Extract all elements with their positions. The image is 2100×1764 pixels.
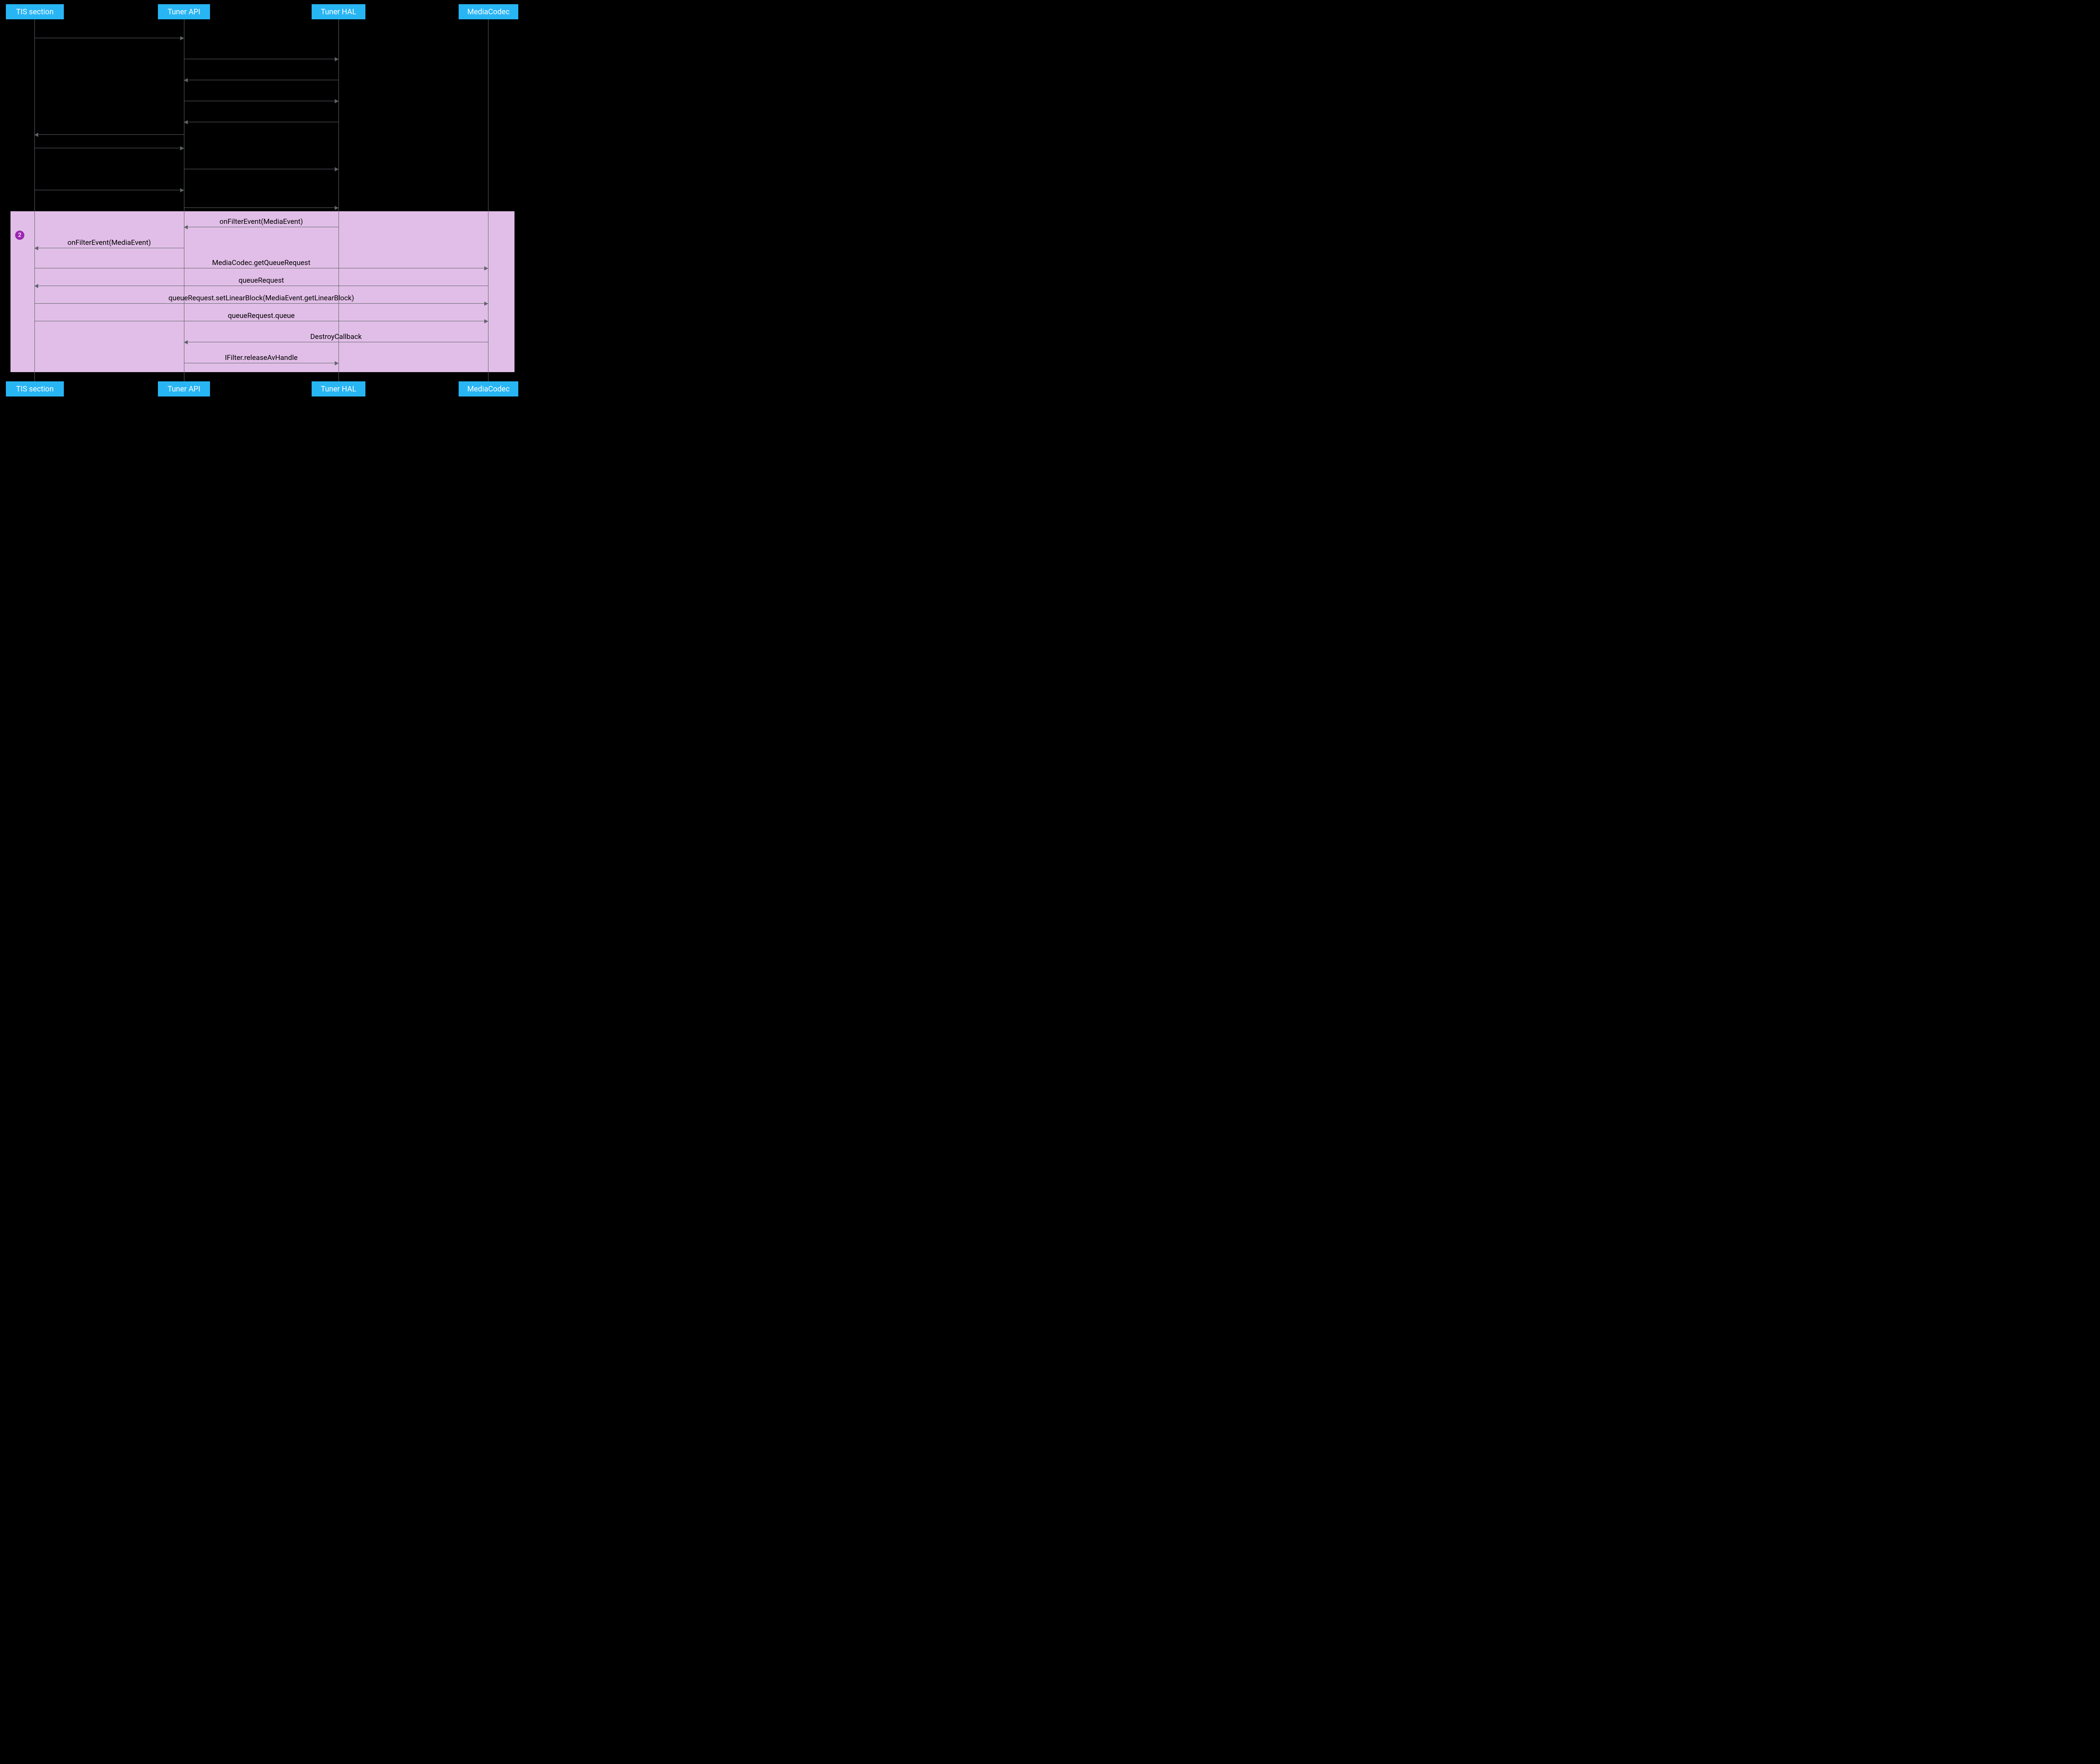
- participant-tunerhal-footer: Tuner HAL: [312, 381, 365, 396]
- arrowhead-icon: [34, 284, 38, 288]
- message-label: MediaCodec.getQueueRequest: [212, 259, 310, 267]
- arrowhead-icon: [184, 120, 188, 124]
- message-label: DestroyCallback: [310, 333, 362, 341]
- message-label: IFilter.releaseAvHandle: [225, 354, 297, 362]
- message-line: [34, 134, 184, 135]
- message-line: [34, 303, 488, 304]
- participant-mediacodec-header: MediaCodec: [459, 4, 518, 19]
- arrowhead-icon: [335, 206, 339, 210]
- message-label: queueRequest.queue: [228, 312, 294, 320]
- arrowhead-icon: [484, 302, 488, 306]
- arrowhead-icon: [184, 340, 188, 344]
- step-badge: 2: [15, 231, 24, 240]
- arrowhead-icon: [335, 99, 339, 103]
- lifeline-tis: [34, 19, 35, 381]
- arrowhead-icon: [484, 319, 488, 323]
- arrowhead-icon: [34, 133, 38, 137]
- arrowhead-icon: [335, 57, 339, 61]
- arrowhead-icon: [180, 146, 184, 150]
- message-label: onFilterEvent(MediaEvent): [220, 218, 303, 226]
- arrowhead-icon: [484, 266, 488, 270]
- arrowhead-icon: [180, 36, 184, 40]
- highlight-region: [10, 211, 514, 372]
- arrowhead-icon: [184, 78, 188, 82]
- arrowhead-icon: [335, 167, 339, 171]
- arrowhead-icon: [335, 361, 339, 365]
- arrowhead-icon: [184, 225, 188, 229]
- participant-tunerhal-header: Tuner HAL: [312, 4, 365, 19]
- arrowhead-icon: [34, 246, 38, 250]
- participant-mediacodec-footer: MediaCodec: [459, 381, 518, 396]
- participant-tunerapi-header: Tuner API: [158, 4, 210, 19]
- sequence-diagram: TIS section Tuner API Tuner HAL MediaCodec T…: [0, 0, 524, 400]
- message-line: [184, 207, 339, 208]
- message-label: queueRequest: [239, 276, 284, 285]
- message-label: onFilterEvent(MediaEvent): [68, 239, 151, 247]
- arrowhead-icon: [180, 188, 184, 192]
- participant-tis-footer: TIS section: [6, 381, 64, 396]
- message-label: queueRequest.setLinearBlock(MediaEvent.g…: [168, 294, 354, 302]
- participant-tunerapi-footer: Tuner API: [158, 381, 210, 396]
- participant-tis-header: TIS section: [6, 4, 64, 19]
